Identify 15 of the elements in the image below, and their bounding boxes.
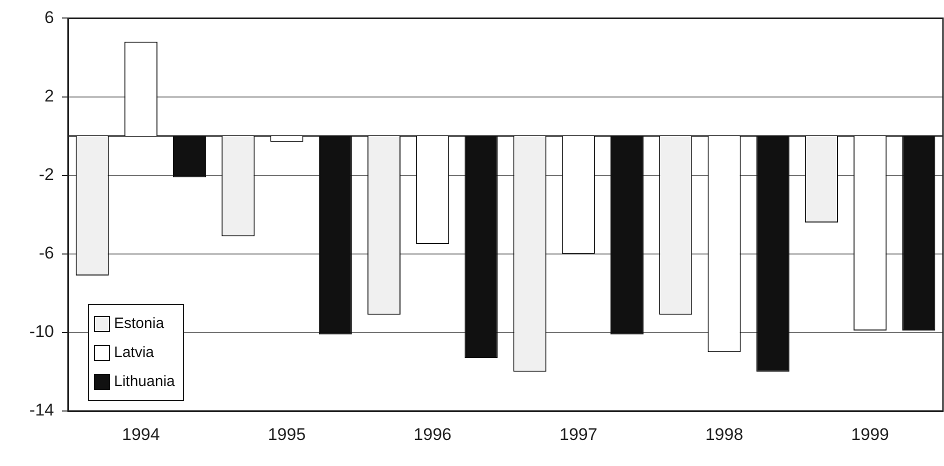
x-tick-label: 1995 (268, 424, 306, 444)
y-tick-label: -6 (38, 244, 54, 263)
y-tick-label: 2 (44, 86, 54, 106)
legend-label: Estonia (114, 315, 164, 332)
x-tick-label: 1996 (414, 424, 452, 444)
x-tick-label: 1994 (122, 424, 160, 444)
x-tick-label: 1999 (851, 424, 889, 444)
y-tick-label: -10 (29, 322, 54, 342)
legend-label: Lithuania (114, 373, 175, 390)
y-tick-label: 6 (44, 8, 54, 27)
x-tick-label: 1998 (705, 424, 744, 444)
x-tick-label: 1997 (560, 424, 598, 444)
legend-label: Latvia (114, 344, 154, 361)
y-tick-label: -14 (29, 400, 54, 420)
y-tick-label: -2 (38, 165, 54, 184)
